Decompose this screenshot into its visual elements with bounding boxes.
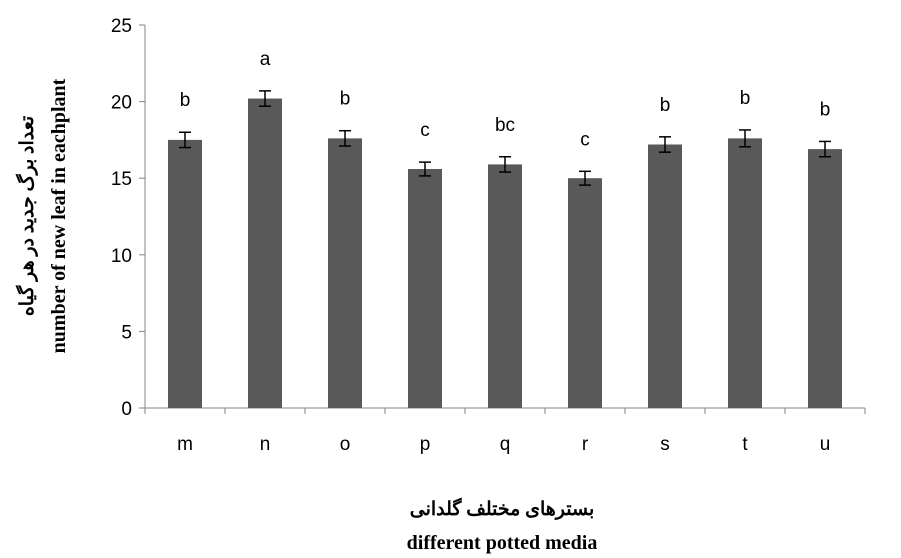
bar-m xyxy=(168,139,202,408)
y-tick-label: 20 xyxy=(111,93,132,114)
y-tick-label: 10 xyxy=(111,246,132,267)
significance-letter-p: c xyxy=(420,120,430,141)
y-axis-title-english: number of new leaf in eachplant xyxy=(48,78,70,353)
significance-letter-n: a xyxy=(260,49,271,70)
x-tick-label-n: n xyxy=(260,434,271,455)
x-axis: m n o p q r s t u xyxy=(144,407,866,455)
bar-r xyxy=(568,178,602,408)
x-axis-title-english: different potted media xyxy=(407,532,598,554)
significance-letter-t: b xyxy=(740,88,751,109)
bar-p xyxy=(408,169,442,408)
x-tick-label-p: p xyxy=(420,434,431,455)
bar-o xyxy=(328,138,362,409)
bar-s xyxy=(648,144,682,408)
x-tick-label-r: r xyxy=(582,434,589,455)
x-tick-label-s: s xyxy=(660,434,670,455)
x-tick-label-t: t xyxy=(742,434,748,455)
bar-q xyxy=(488,164,522,408)
y-tick-label: 25 xyxy=(111,16,132,37)
x-tick-label-u: u xyxy=(820,434,831,455)
bar-u xyxy=(808,149,842,409)
y-tick-label: 15 xyxy=(111,169,132,190)
x-tick-label-q: q xyxy=(500,434,511,455)
significance-letter-r: c xyxy=(580,129,590,150)
y-axis-title-persian: تعداد برگ جدید در هر گیاه xyxy=(15,116,38,316)
significance-letter-s: b xyxy=(660,95,671,116)
significance-letter-m: b xyxy=(180,90,191,111)
bar-n xyxy=(248,98,282,408)
significance-letter-o: b xyxy=(340,89,351,110)
x-tick-label-o: o xyxy=(340,434,351,455)
x-tick-label-m: m xyxy=(177,434,193,455)
bars xyxy=(168,98,842,409)
y-tick-label: 0 xyxy=(121,399,132,420)
error-bars xyxy=(179,90,831,186)
significance-letter-q: bc xyxy=(495,115,515,136)
significance-letter-u: b xyxy=(820,99,831,120)
x-axis-title-persian: بسترهای مختلف گلدانی xyxy=(410,497,594,520)
bar-t xyxy=(728,138,762,409)
y-tick-label: 5 xyxy=(121,322,132,343)
y-axis: 0 5 10 15 20 25 xyxy=(111,16,146,420)
